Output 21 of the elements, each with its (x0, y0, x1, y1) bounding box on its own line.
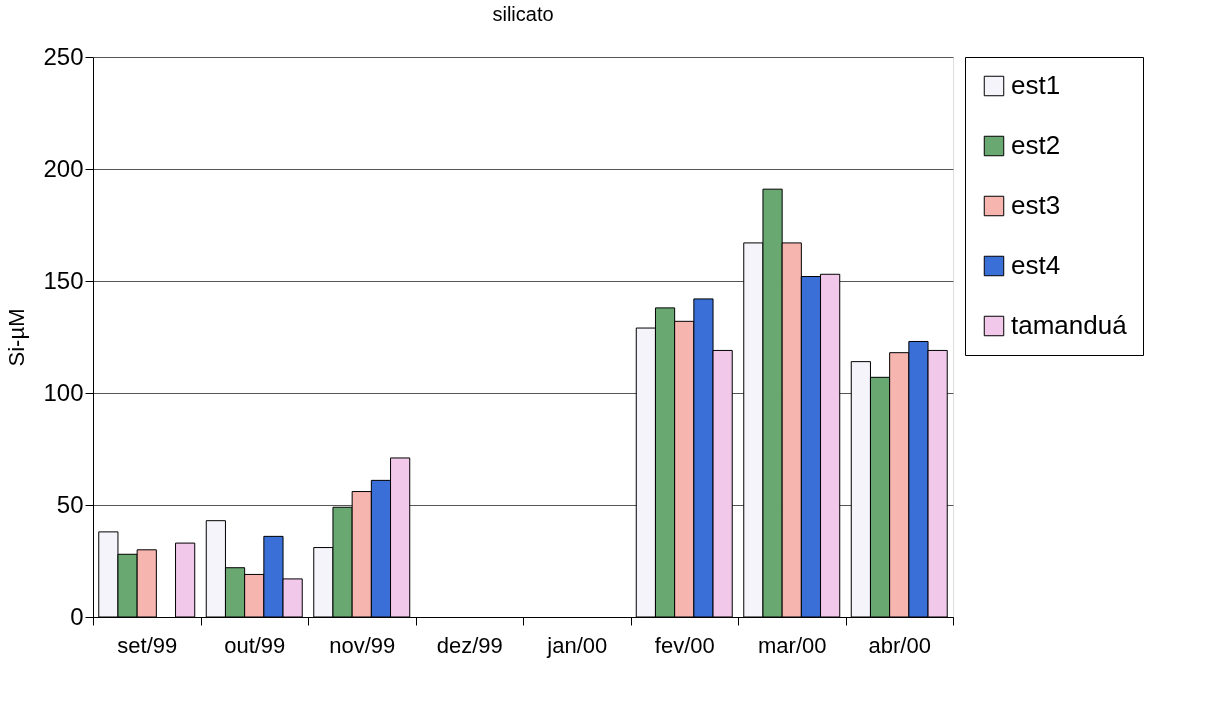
legend-label: est4 (1011, 250, 1061, 280)
x-tick-label: fev/00 (654, 632, 715, 658)
x-tick-label: dez/99 (436, 632, 503, 658)
y-tick-label: 250 (43, 42, 84, 70)
legend-label: tamanduá (1011, 310, 1128, 340)
y-tick-label: 200 (43, 154, 84, 182)
x-tick-label: abr/00 (868, 632, 931, 658)
legend-label: est3 (1011, 190, 1061, 220)
legend-label: est1 (1011, 70, 1061, 100)
chart-title: silicato (492, 3, 554, 25)
x-tick-label: jan/00 (546, 632, 608, 658)
legend-label: est2 (1011, 130, 1061, 160)
y-tick-label: 0 (70, 602, 84, 630)
x-tick-label: mar/00 (758, 632, 827, 658)
y-tick-label: 150 (43, 266, 84, 294)
x-tick-label: nov/99 (329, 632, 396, 658)
x-tick-label: out/99 (224, 632, 286, 658)
y-axis-title: Si-µM (4, 308, 30, 367)
y-tick-label: 50 (56, 490, 84, 518)
x-tick-label: set/99 (117, 632, 178, 658)
y-tick-label: 100 (43, 378, 84, 406)
